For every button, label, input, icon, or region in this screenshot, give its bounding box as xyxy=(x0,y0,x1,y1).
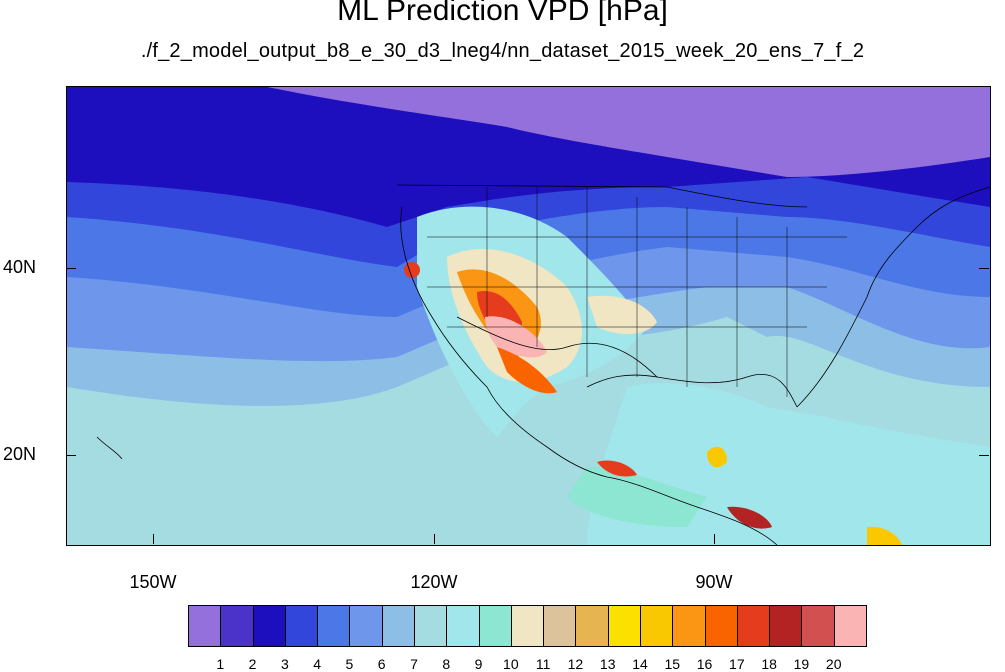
lon-label-150w: 150W xyxy=(129,572,177,592)
lon-label-120w: 120W xyxy=(410,572,458,592)
colorbar-swatch xyxy=(317,605,351,647)
lat-tick-20n-right xyxy=(979,455,989,456)
colorbar-swatch xyxy=(284,605,319,647)
lon-tick-120w xyxy=(434,534,435,544)
colorbar-swatch xyxy=(575,605,609,647)
colorbar-label: 9 xyxy=(474,656,483,672)
colorbar-swatch xyxy=(349,605,383,647)
colorbar-swatch xyxy=(188,605,222,647)
colorbar-swatch xyxy=(801,605,835,647)
colorbar-swatch xyxy=(640,605,674,647)
colorbar-swatch xyxy=(252,605,286,647)
lat-label-40n: 40N xyxy=(3,257,37,277)
colorbar-swatch xyxy=(446,605,480,647)
desert-hotspot xyxy=(485,316,547,358)
colorbar-swatch xyxy=(833,605,867,647)
colorbar-label: 5 xyxy=(345,656,354,672)
pacific-coastline xyxy=(400,206,778,545)
colorbar-label: 8 xyxy=(442,656,451,672)
baja-hot xyxy=(497,347,557,394)
california-hotspot xyxy=(404,262,420,278)
pacific-warm-patch xyxy=(567,467,707,527)
coastlines xyxy=(96,184,990,545)
colorbar-label: 17 xyxy=(729,656,745,672)
colorbar-label: 20 xyxy=(825,656,842,672)
colorbar-label: 4 xyxy=(313,656,322,672)
colorbar-swatch xyxy=(478,605,512,647)
colorbar-label: 2 xyxy=(248,656,257,672)
colorbar-swatch xyxy=(736,605,771,647)
hawaii-islands xyxy=(96,436,123,460)
mexico-hotspot xyxy=(597,460,637,477)
colorbar-label: 19 xyxy=(793,656,810,672)
colorbar-swatch xyxy=(607,605,641,647)
atlantic-coastline xyxy=(796,186,990,408)
state-borders xyxy=(427,187,847,397)
caribbean-hotspot xyxy=(707,446,727,468)
colorbar-label: 14 xyxy=(632,656,648,672)
colorbar-label: 13 xyxy=(599,656,616,672)
colorbar-swatch xyxy=(510,605,545,647)
gulf-coastline xyxy=(586,374,798,408)
colorbar-swatch xyxy=(704,605,738,647)
colorbar xyxy=(188,605,867,647)
colorbar-swatch xyxy=(414,605,448,647)
lon-tick-90w xyxy=(714,534,715,544)
colorbar-swatch xyxy=(543,605,577,647)
map-panel xyxy=(66,86,991,546)
lat-label-20n: 20N xyxy=(3,444,37,464)
lat-tick-20n-left xyxy=(66,455,76,456)
chart-subtitle: ./f_2_model_output_b8_e_30_d3_lneg4/nn_d… xyxy=(140,40,865,62)
colorbar-swatch xyxy=(381,605,415,647)
colorbar-label: 15 xyxy=(664,656,681,672)
colorbar-label: 11 xyxy=(535,656,551,672)
state-lines-horizontal xyxy=(427,236,847,328)
north-cap xyxy=(267,87,990,177)
colorbar-label: 6 xyxy=(377,656,386,672)
colorbar-label: 3 xyxy=(280,656,289,672)
lat-tick-40n-left xyxy=(66,268,76,269)
lat-tick-40n-right xyxy=(979,268,989,269)
colorbar-swatch xyxy=(672,605,706,647)
lon-label-90w: 90W xyxy=(695,572,733,592)
colorbar-label: 16 xyxy=(696,656,713,672)
colorbar-swatch xyxy=(769,605,803,647)
texas-dry xyxy=(587,295,657,334)
vpd-map xyxy=(67,87,990,545)
venezuela-hotspot xyxy=(867,526,902,545)
chart-title: ML Prediction VPD [hPa] xyxy=(337,0,668,27)
colorbar-label: 7 xyxy=(410,656,418,672)
lon-tick-150w xyxy=(153,534,154,544)
colorbar-label: 1 xyxy=(216,656,225,672)
central-america-hotspot xyxy=(727,506,772,529)
canada-border xyxy=(396,184,808,208)
mexico-border xyxy=(456,316,658,378)
colorbar-swatch xyxy=(220,605,254,647)
colorbar-label: 12 xyxy=(567,656,584,672)
colorbar-label: 18 xyxy=(761,656,777,672)
colorbar-label: 10 xyxy=(503,656,519,672)
